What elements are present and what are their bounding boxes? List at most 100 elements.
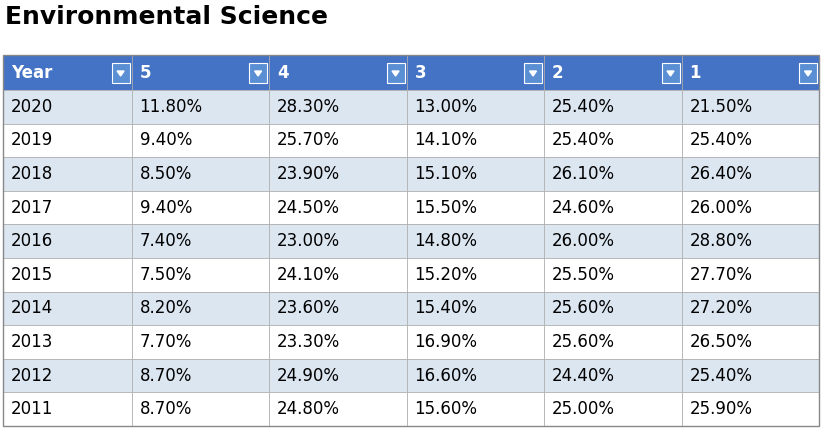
Text: 21.50%: 21.50% xyxy=(690,98,753,116)
Bar xyxy=(544,359,681,393)
Bar xyxy=(681,325,819,359)
Text: 27.70%: 27.70% xyxy=(690,266,752,284)
Text: 28.80%: 28.80% xyxy=(690,232,752,250)
Bar xyxy=(132,55,269,90)
Bar xyxy=(3,359,132,393)
Bar xyxy=(799,62,817,83)
Bar xyxy=(132,157,269,191)
Bar xyxy=(269,157,407,191)
Text: 26.40%: 26.40% xyxy=(690,165,752,183)
Text: 8.70%: 8.70% xyxy=(140,367,192,384)
Bar xyxy=(544,191,681,224)
Text: 2017: 2017 xyxy=(11,199,53,217)
Text: 26.00%: 26.00% xyxy=(552,232,615,250)
Bar xyxy=(407,157,544,191)
Bar xyxy=(269,191,407,224)
Bar xyxy=(3,55,132,90)
Text: Environmental Science: Environmental Science xyxy=(5,5,328,29)
Text: 15.60%: 15.60% xyxy=(414,400,478,418)
Bar xyxy=(681,55,819,90)
Text: 8.70%: 8.70% xyxy=(140,400,192,418)
Text: 8.20%: 8.20% xyxy=(140,299,192,317)
Polygon shape xyxy=(392,71,399,76)
Bar xyxy=(544,393,681,426)
Text: 16.90%: 16.90% xyxy=(414,333,478,351)
Text: 24.50%: 24.50% xyxy=(277,199,340,217)
Text: 26.00%: 26.00% xyxy=(690,199,752,217)
Text: 25.50%: 25.50% xyxy=(552,266,615,284)
Text: 13.00%: 13.00% xyxy=(414,98,478,116)
Bar xyxy=(132,90,269,123)
Bar xyxy=(681,90,819,123)
Bar xyxy=(681,224,819,258)
Text: 11.80%: 11.80% xyxy=(140,98,203,116)
Polygon shape xyxy=(805,71,811,76)
Text: 26.10%: 26.10% xyxy=(552,165,615,183)
Bar xyxy=(112,62,130,83)
Bar xyxy=(524,62,542,83)
Bar xyxy=(544,224,681,258)
Bar xyxy=(544,157,681,191)
Bar xyxy=(269,90,407,123)
Text: 8.50%: 8.50% xyxy=(140,165,192,183)
Bar xyxy=(544,55,681,90)
Bar xyxy=(269,258,407,292)
Bar xyxy=(407,393,544,426)
Bar xyxy=(269,325,407,359)
Bar xyxy=(3,157,132,191)
Text: 2: 2 xyxy=(552,64,564,82)
Text: 23.60%: 23.60% xyxy=(277,299,340,317)
Bar xyxy=(407,325,544,359)
Text: 2018: 2018 xyxy=(11,165,53,183)
Bar xyxy=(544,90,681,123)
Text: 25.00%: 25.00% xyxy=(552,400,615,418)
Text: 15.50%: 15.50% xyxy=(414,199,478,217)
Bar xyxy=(132,292,269,325)
Bar xyxy=(269,55,407,90)
Bar xyxy=(681,258,819,292)
Bar xyxy=(269,359,407,393)
Bar xyxy=(3,258,132,292)
Text: 2012: 2012 xyxy=(11,367,53,384)
Bar xyxy=(3,325,132,359)
Bar xyxy=(407,292,544,325)
Bar xyxy=(132,393,269,426)
Bar xyxy=(3,292,132,325)
Text: 9.40%: 9.40% xyxy=(140,199,192,217)
Bar xyxy=(269,224,407,258)
Bar xyxy=(407,90,544,123)
Text: 26.50%: 26.50% xyxy=(690,333,752,351)
Polygon shape xyxy=(667,71,674,76)
Text: 7.40%: 7.40% xyxy=(140,232,192,250)
Text: 27.20%: 27.20% xyxy=(690,299,753,317)
Bar xyxy=(3,55,819,426)
Polygon shape xyxy=(117,71,124,76)
Bar xyxy=(407,258,544,292)
Text: 2014: 2014 xyxy=(11,299,53,317)
Bar xyxy=(3,393,132,426)
Text: 25.40%: 25.40% xyxy=(690,367,752,384)
Text: 24.60%: 24.60% xyxy=(552,199,615,217)
Bar xyxy=(544,292,681,325)
Bar xyxy=(681,393,819,426)
Bar xyxy=(269,123,407,157)
Bar xyxy=(132,123,269,157)
Bar xyxy=(407,224,544,258)
Bar xyxy=(3,224,132,258)
Text: 2020: 2020 xyxy=(11,98,53,116)
Text: 24.10%: 24.10% xyxy=(277,266,340,284)
Bar xyxy=(3,191,132,224)
Text: 2019: 2019 xyxy=(11,132,53,149)
Bar xyxy=(681,359,819,393)
Text: 4: 4 xyxy=(277,64,289,82)
Bar xyxy=(681,292,819,325)
Text: 23.00%: 23.00% xyxy=(277,232,340,250)
Text: 25.60%: 25.60% xyxy=(552,333,615,351)
Bar xyxy=(407,359,544,393)
Text: 2013: 2013 xyxy=(11,333,53,351)
Bar xyxy=(544,258,681,292)
Bar xyxy=(249,62,267,83)
Bar xyxy=(3,90,132,123)
Bar xyxy=(132,359,269,393)
Text: 23.30%: 23.30% xyxy=(277,333,340,351)
